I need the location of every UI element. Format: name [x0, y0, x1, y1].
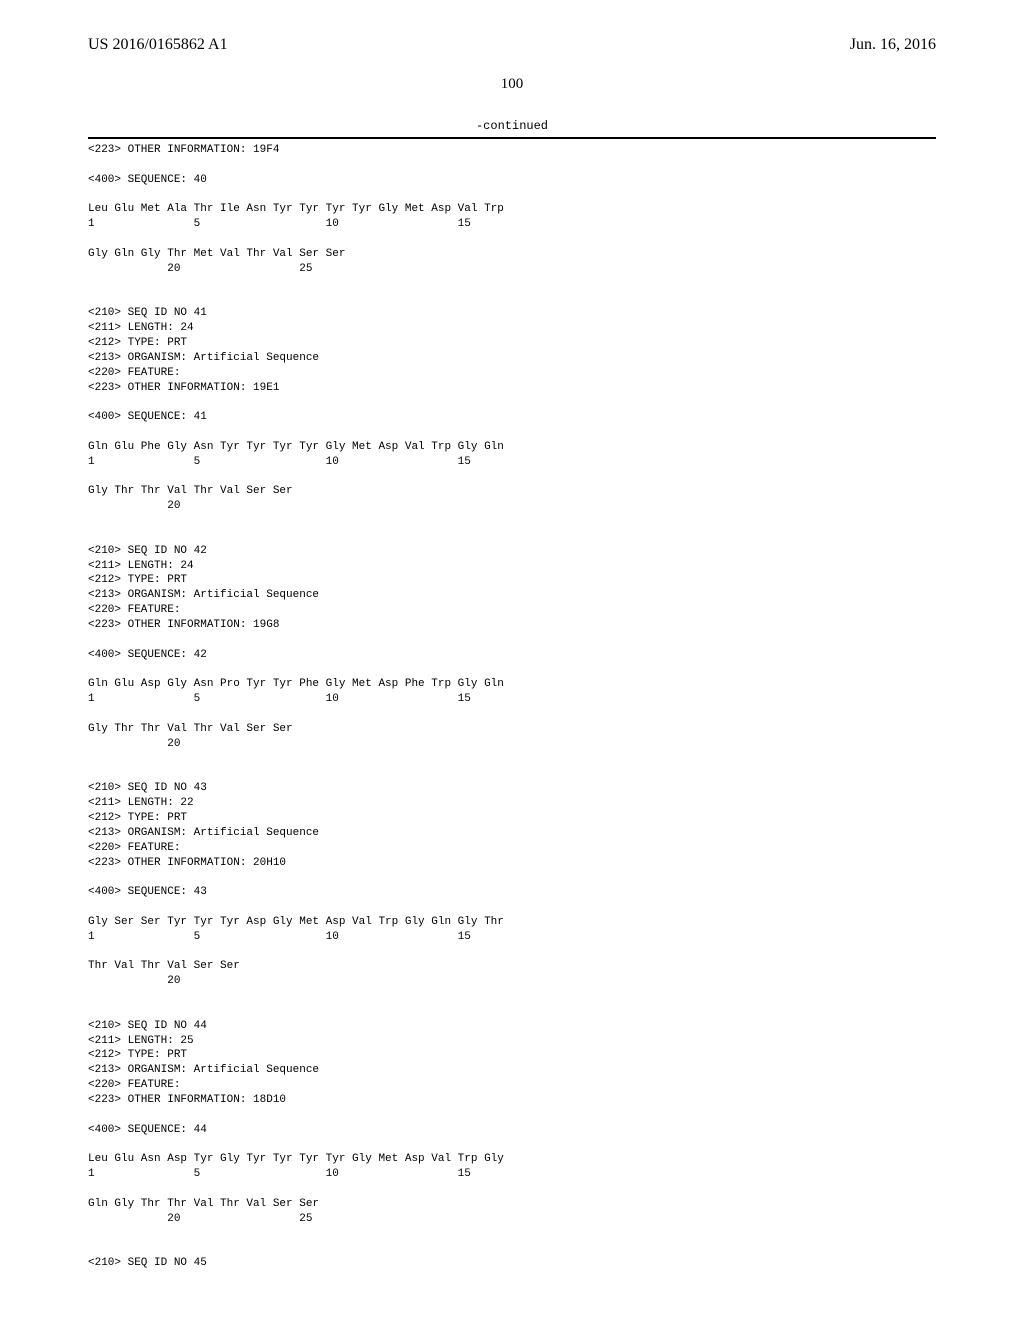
sequence-listing-frame: <223> OTHER INFORMATION: 19F4 <400> SEQU…	[88, 137, 936, 1271]
page-number: 100	[88, 76, 936, 93]
publication-date: Jun. 16, 2016	[850, 36, 936, 54]
page-container: US 2016/0165862 A1 Jun. 16, 2016 100 -co…	[0, 0, 1024, 1307]
continued-label: -continued	[88, 119, 936, 133]
publication-id: US 2016/0165862 A1	[88, 36, 228, 54]
page-header: US 2016/0165862 A1 Jun. 16, 2016	[88, 36, 936, 54]
sequence-listing: <223> OTHER INFORMATION: 19F4 <400> SEQU…	[88, 139, 936, 1271]
